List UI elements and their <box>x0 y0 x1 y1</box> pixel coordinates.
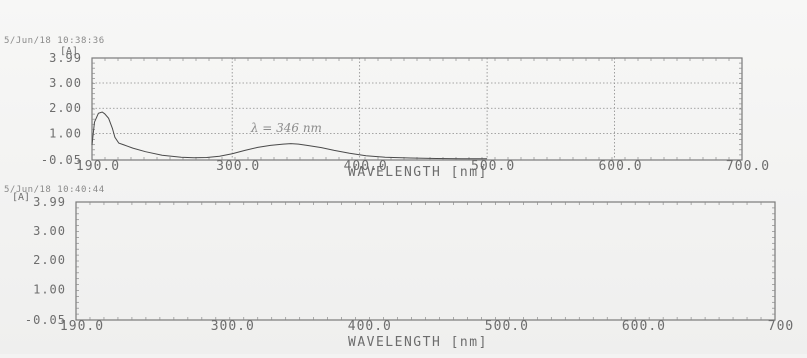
x-tick-label: 300.0 <box>216 159 260 174</box>
x-tick-label: 190.0 <box>60 319 104 334</box>
chart-top-timestamp: 5/Jun/18 10:38:36 <box>4 36 105 46</box>
x-tick-label: 600.0 <box>598 159 642 174</box>
x-tick-label: 400.0 <box>348 319 392 334</box>
chart-top-y-unit: [A] <box>60 46 78 57</box>
chart-top-grid <box>92 58 742 160</box>
chart-bottom: 5/Jun/18 10:40:44 [A] 3.99 3.00 2.00 1.00 -0… <box>4 185 794 350</box>
chart-bottom-y-tick-labels: 3.99 3.00 2.00 1.00 -0.05 <box>25 195 66 327</box>
chart-top-y-tick-labels: 3.99 3.00 2.00 1.00 -0.05 <box>41 51 82 167</box>
chart-top: 5/Jun/18 10:38:36 [A] 3.99 3.00 2.00 1.00 -0… <box>4 36 770 180</box>
x-tick-label: 600.0 <box>622 319 666 334</box>
chart-bottom-y-unit: [A] <box>12 192 30 203</box>
chart-bottom-x-axis-label: WAVELENGTH [nm] <box>348 335 488 350</box>
x-tick-label: 500.0 <box>471 159 515 174</box>
x-tick-label: 500.0 <box>485 319 529 334</box>
x-tick-label: 190.0 <box>76 159 120 174</box>
y-tick-label: 3.00 <box>33 224 66 238</box>
y-tick-label: 3.00 <box>49 76 82 90</box>
y-tick-label: 1.00 <box>33 282 66 296</box>
x-tick-label: 700.0 <box>726 159 770 174</box>
y-tick-label: 2.00 <box>33 253 66 267</box>
chart-top-minor-ticks <box>92 58 742 160</box>
chart-top-x-tick-labels: 190.0 300.0 400.0 500.0 600.0 700.0 <box>76 159 770 174</box>
y-tick-label: 2.00 <box>49 101 82 115</box>
y-tick-label: -0.05 <box>41 153 82 167</box>
y-tick-label: 1.00 <box>49 126 82 140</box>
chart-top-wavelength-annotation: λ = 346 nm <box>250 121 322 135</box>
x-tick-label: 300.0 <box>211 319 255 334</box>
y-tick-label: 3.99 <box>49 51 82 65</box>
y-tick-label: -0.05 <box>25 313 66 327</box>
chart-bottom-x-tick-labels: 190.0 300.0 400.0 500.0 600.0 700 <box>60 319 794 334</box>
chart-bottom-timestamp: 5/Jun/18 10:40:44 <box>4 185 105 195</box>
chart-top-absorbance-line <box>91 111 488 160</box>
y-tick-label: 3.99 <box>33 195 66 209</box>
chart-top-plot-frame <box>91 57 743 161</box>
chart-bottom-plot-frame <box>75 201 776 321</box>
chart-top-x-axis-label: WAVELENGTH [nm] <box>348 165 488 180</box>
chart-bottom-minor-ticks <box>76 202 775 320</box>
x-tick-label: 700 <box>768 319 794 334</box>
x-tick-label: 400.0 <box>344 159 388 174</box>
